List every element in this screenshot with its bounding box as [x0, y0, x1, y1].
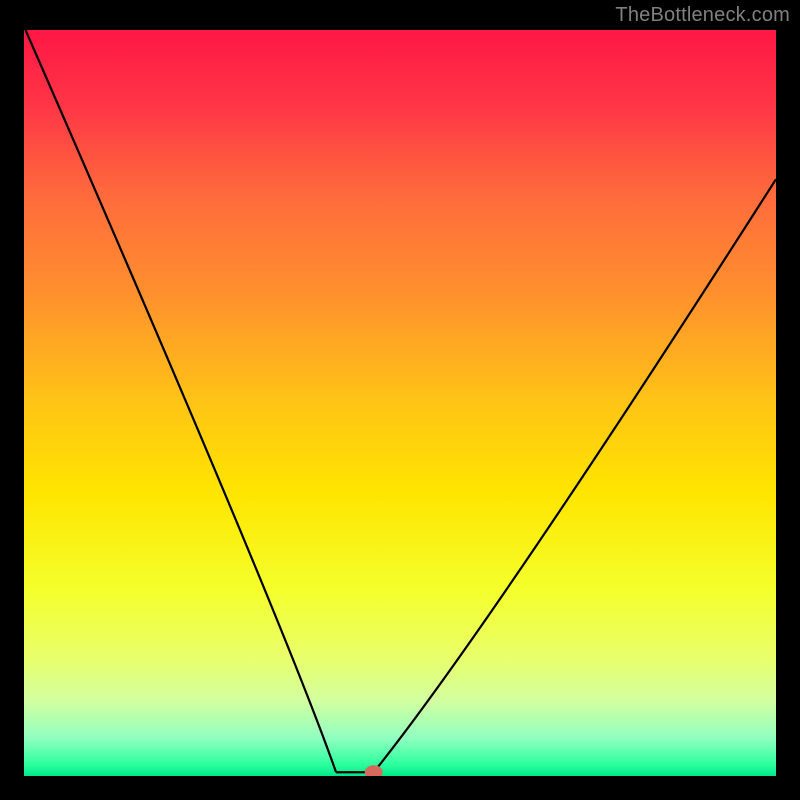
gradient-background: [24, 30, 776, 776]
bottleneck-curve-chart: [24, 30, 776, 776]
chart-frame: TheBottleneck.com: [0, 0, 800, 800]
plot-area: [24, 30, 776, 776]
watermark-text: TheBottleneck.com: [615, 4, 790, 27]
